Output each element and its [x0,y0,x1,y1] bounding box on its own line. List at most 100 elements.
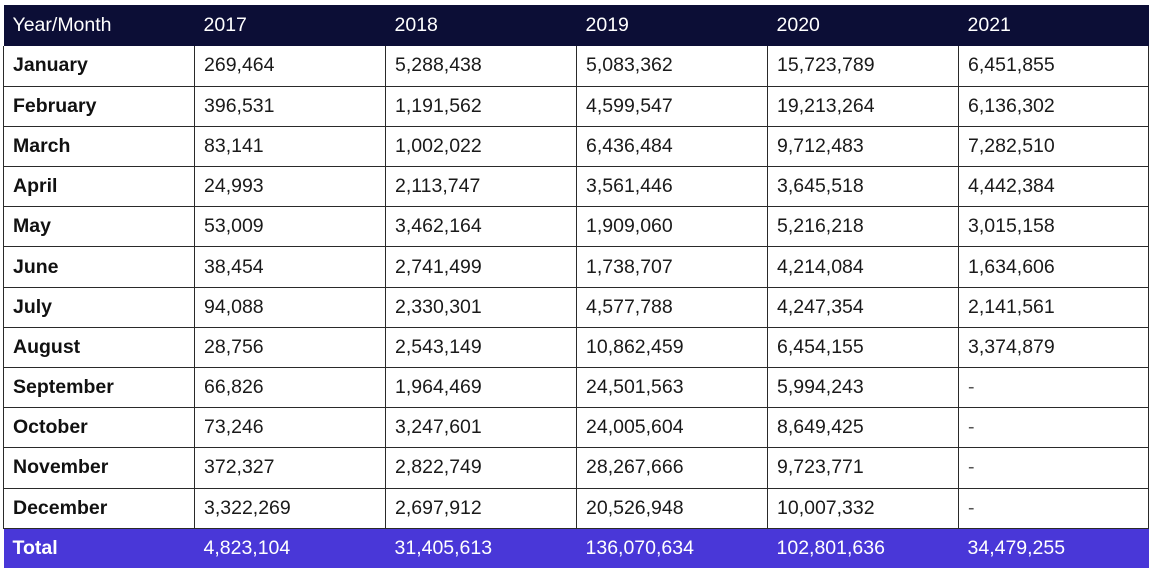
value-cell: 4,577,788 [576,287,768,328]
month-label: January [3,46,195,87]
value-cell: 269,464 [194,46,386,87]
value-cell: 1,738,707 [576,246,768,288]
value-cell: 9,712,483 [767,126,959,167]
value-cell: 28,756 [194,327,386,368]
header-year-2018: 2018 [394,14,438,36]
value-cell: 7,282,510 [958,126,1149,167]
value-cell: 53,009 [194,206,386,247]
value-cell: - [958,407,1149,448]
table-row: June 38,454 2,741,499 1,738,707 4,214,084 1,6… [3,246,1149,288]
value-cell: 3,015,158 [958,206,1149,247]
header-year-2020: 2020 [776,14,820,36]
total-value-cell: 34,479,255 [967,537,1066,559]
total-label: Total [12,537,58,559]
value-cell: 6,136,302 [958,86,1149,127]
value-cell: 2,330,301 [385,287,577,328]
table-row: March 83,141 1,002,022 6,436,484 9,712,483 7,… [3,126,1149,167]
month-label: March [3,126,195,167]
value-cell: 1,191,562 [385,86,577,127]
value-cell: 4,442,384 [958,166,1149,207]
month-label: July [3,287,195,328]
header-label-year-month: Year/Month [12,14,112,36]
header-row: Year/Month 2017 2018 2019 2020 2021 [3,5,1149,46]
header-year-2017: 2017 [203,14,247,36]
value-cell: 24,501,563 [576,367,768,408]
value-cell: 83,141 [194,126,386,167]
value-cell: 1,964,469 [385,367,577,408]
monthly-data-table: Year/Month 2017 2018 2019 2020 2021 January 26… [3,5,1149,568]
value-cell: 20,526,948 [576,488,768,529]
month-label: August [3,327,195,368]
value-cell: 4,599,547 [576,86,768,127]
month-label: May [3,206,195,247]
value-cell: 3,561,446 [576,166,768,207]
value-cell: 24,993 [194,166,386,207]
value-cell: - [958,488,1149,529]
value-cell: 2,113,747 [385,166,577,207]
value-cell: 396,531 [194,86,386,127]
value-cell: 94,088 [194,287,386,328]
value-cell: 6,436,484 [576,126,768,167]
value-cell: 3,322,269 [194,488,386,529]
total-value-cell: 4,823,104 [203,537,291,559]
month-label: December [3,488,195,529]
value-cell: 5,994,243 [767,367,959,408]
value-cell: 28,267,666 [576,447,768,489]
total-value-cell: 31,405,613 [394,537,493,559]
value-cell: 1,634,606 [958,246,1149,288]
value-cell: 15,723,789 [767,46,959,87]
value-cell: 73,246 [194,407,386,448]
value-cell: 5,288,438 [385,46,577,87]
month-label: February [3,86,195,127]
table-row: May 53,009 3,462,164 1,909,060 5,216,218 3,01… [3,206,1149,247]
value-cell: 1,002,022 [385,126,577,167]
value-cell: 6,451,855 [958,46,1149,87]
value-cell: 24,005,604 [576,407,768,448]
table-row: November 372,327 2,822,749 28,267,666 9,723,… [3,447,1149,489]
month-label: October [3,407,195,448]
value-cell: 2,822,749 [385,447,577,489]
value-cell: 8,649,425 [767,407,959,448]
total-value-cell: 136,070,634 [585,537,694,559]
value-cell: 2,697,912 [385,488,577,529]
month-label: September [3,367,195,408]
value-cell: 10,862,459 [576,327,768,368]
value-cell: 3,645,518 [767,166,959,207]
value-cell: 5,216,218 [767,206,959,247]
table-row: September 66,826 1,964,469 24,501,563 5,994,… [3,367,1149,408]
value-cell: 3,247,601 [385,407,577,448]
table-row: April 24,993 2,113,747 3,561,446 3,645,518 4,… [3,166,1149,207]
value-cell: 38,454 [194,246,386,288]
value-cell: - [958,447,1149,489]
value-cell: 3,462,164 [385,206,577,247]
value-cell: 2,141,561 [958,287,1149,328]
header-year-2019: 2019 [585,14,629,36]
value-cell: 66,826 [194,367,386,408]
value-cell: 4,214,084 [767,246,959,288]
value-cell: 2,543,149 [385,327,577,368]
value-cell: 4,247,354 [767,287,959,328]
value-cell: 3,374,879 [958,327,1149,368]
data-table-container: Year/Month 2017 2018 2019 2020 2021 January 26… [3,5,1149,568]
table-row: January 269,464 5,288,438 5,083,362 15,723,7… [3,46,1149,87]
month-label: June [3,246,195,288]
table-row: August 28,756 2,543,149 10,862,459 6,454,155… [3,327,1149,368]
value-cell: - [958,367,1149,408]
table-row: July 94,088 2,330,301 4,577,788 4,247,354 2,1… [3,287,1149,328]
total-value-cell: 102,801,636 [776,537,885,559]
total-row: Total 4,823,104 31,405,613 136,070,634 102,8… [3,528,1149,568]
value-cell: 6,454,155 [767,327,959,368]
table-row: December 3,322,269 2,697,912 20,526,948 10,0… [3,488,1149,529]
value-cell: 2,741,499 [385,246,577,288]
table-body: January 269,464 5,288,438 5,083,362 15,723,7… [3,46,1149,529]
value-cell: 10,007,332 [767,488,959,529]
value-cell: 5,083,362 [576,46,768,87]
header-year-2021: 2021 [967,14,1011,36]
table-row: February 396,531 1,191,562 4,599,547 19,213,… [3,86,1149,127]
month-label: April [3,166,195,207]
value-cell: 19,213,264 [767,86,959,127]
month-label: November [3,447,195,489]
value-cell: 9,723,771 [767,447,959,489]
value-cell: 372,327 [194,447,386,489]
value-cell: 1,909,060 [576,206,768,247]
